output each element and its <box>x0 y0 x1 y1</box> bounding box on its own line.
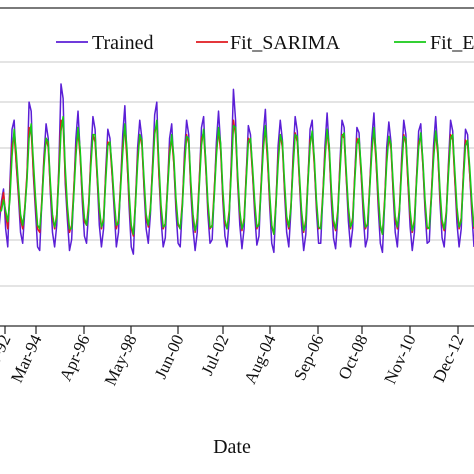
series-line-fit-sarima <box>0 119 474 237</box>
x-tick-label: Jun-00 <box>151 332 188 382</box>
x-tick-label: Dec-12 <box>429 332 467 385</box>
x-tick-label: Oct-08 <box>334 332 371 383</box>
x-axis-title: Date <box>213 436 251 458</box>
legend: Trained Fit_SARIMA Fit_E <box>56 32 474 54</box>
series-line-fit-e <box>0 115 474 235</box>
plot-frame <box>0 7 474 327</box>
x-tick-label: Apr-96 <box>56 332 94 384</box>
x-tick-label: Sep-06 <box>290 332 328 384</box>
x-tick-label: May-98 <box>101 332 141 389</box>
legend-label: Trained <box>92 32 153 54</box>
x-tick-label: Jul-02 <box>197 332 232 379</box>
series-layer <box>0 83 474 255</box>
legend-label: Fit_E <box>430 32 474 54</box>
legend-label: Fit_SARIMA <box>230 32 341 54</box>
x-tick-label: Aug-04 <box>240 331 279 387</box>
x-tick-label: Nov-10 <box>380 332 419 387</box>
